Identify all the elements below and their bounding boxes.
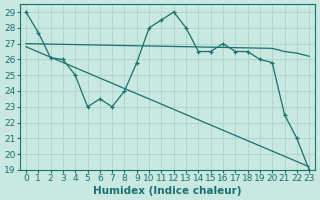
X-axis label: Humidex (Indice chaleur): Humidex (Indice chaleur) xyxy=(93,186,242,196)
